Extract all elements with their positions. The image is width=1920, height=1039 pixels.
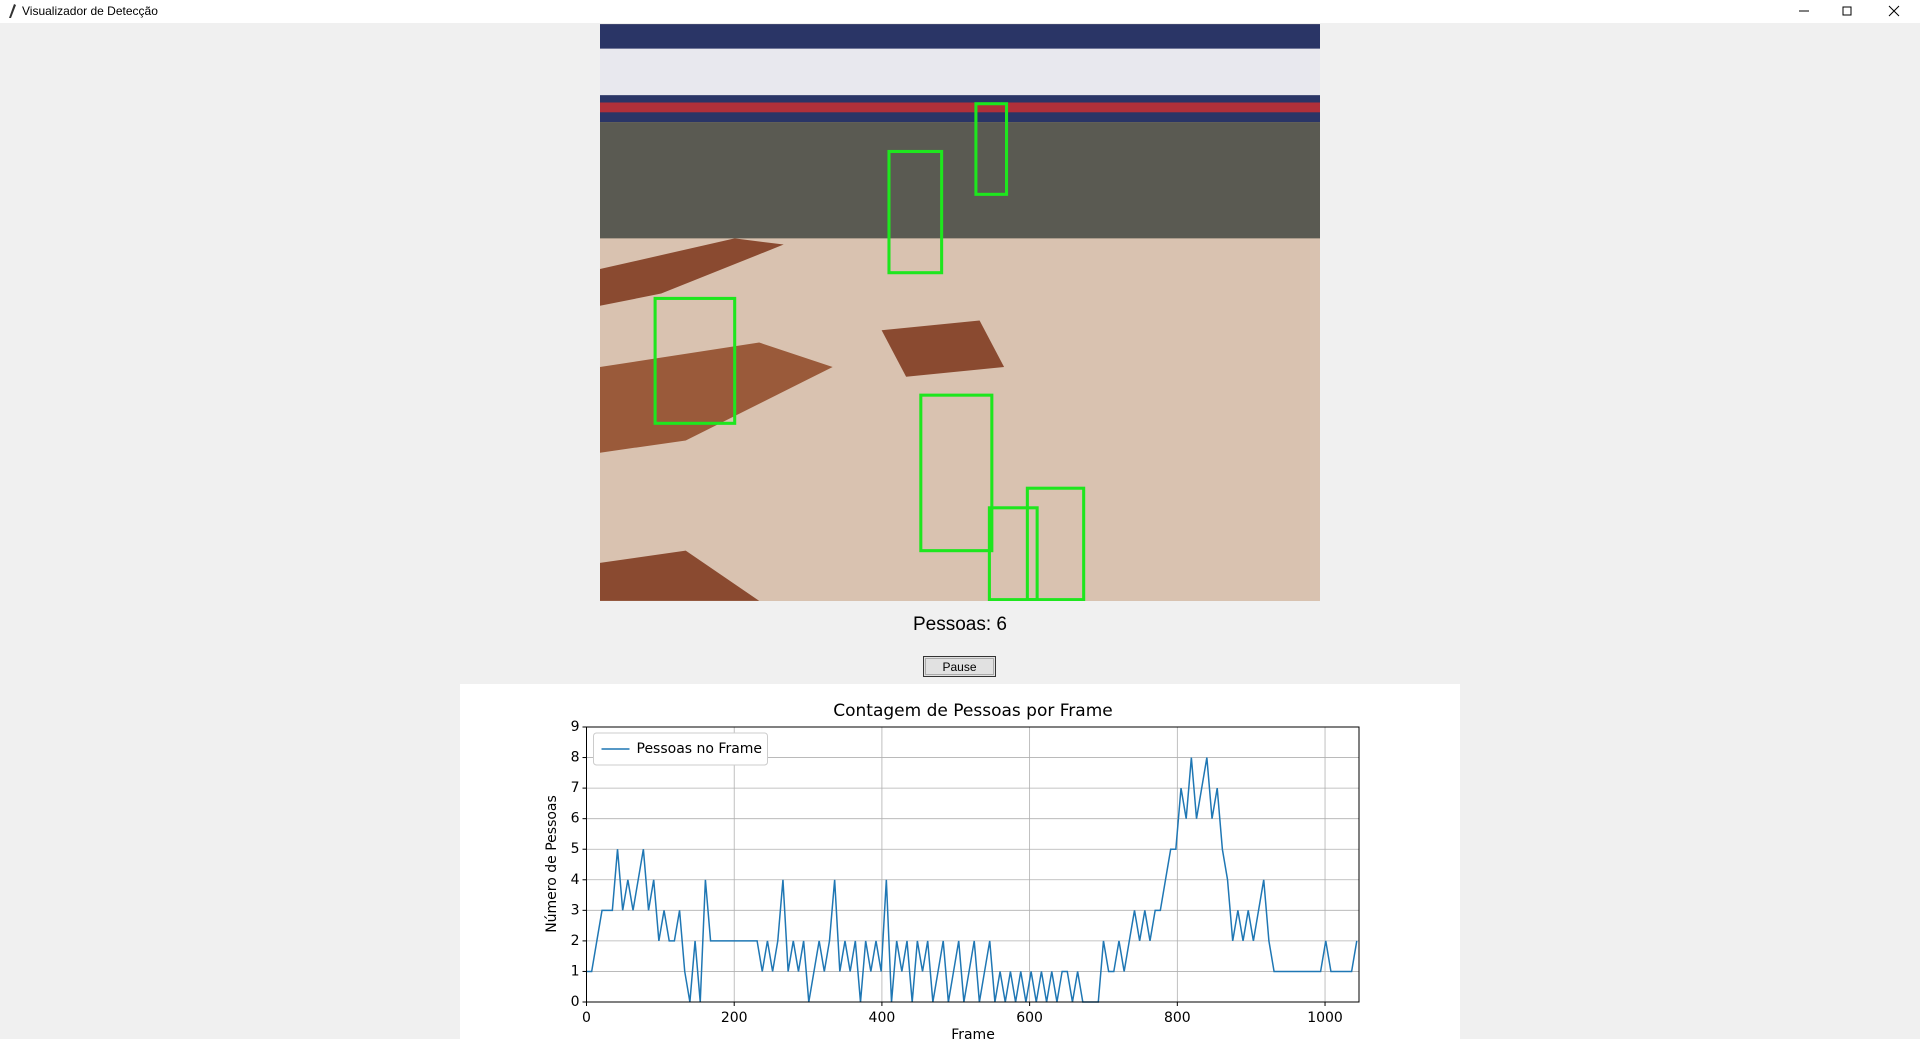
people-count: Pessoas: 6 [913,614,1007,635]
y-tick-label: 2 [571,933,580,949]
restore[interactable] [1842,6,1852,16]
pause-button[interactable]: Pause [923,656,996,677]
y-tick-label: 9 [571,719,580,735]
x-tick-label: 200 [721,1010,748,1026]
window-controls[interactable] [1780,0,1920,23]
y-tick-label: 4 [571,872,580,888]
x-tick-label: 0 [582,1010,591,1026]
x-axis-label: Frame [951,1027,995,1039]
y-tick-label: 7 [571,780,580,796]
x-tick-label: 400 [869,1010,896,1026]
x-tick-label: 600 [1016,1010,1043,1026]
y-tick-label: 8 [571,750,580,766]
title-bar: Visualizador de Detecção [0,0,1920,23]
chart: Contagem de Pessoas por Frame Frame Núme… [460,684,1460,1039]
series-line [586,757,1358,1003]
y-tick-label: 1 [571,963,580,979]
video-frame [600,24,1320,601]
close[interactable] [1888,5,1900,17]
y-tick-label: 0 [571,994,580,1010]
legend-label: Pessoas no Frame [637,741,763,757]
y-axis-label: Número de Pessoas [544,795,560,933]
chart-title: Contagem de Pessoas por Frame [833,701,1112,721]
app-icon [9,4,16,18]
x-tick-label: 800 [1164,1010,1191,1026]
legend-box [593,732,768,766]
y-tick-label: 6 [571,811,580,827]
x-tick-label: 1000 [1307,1010,1343,1026]
y-tick-label: 5 [571,841,580,857]
window-title: Visualizador de Detecção [22,4,158,18]
plot-frame [586,726,1360,1003]
y-tick-label: 3 [571,902,580,918]
